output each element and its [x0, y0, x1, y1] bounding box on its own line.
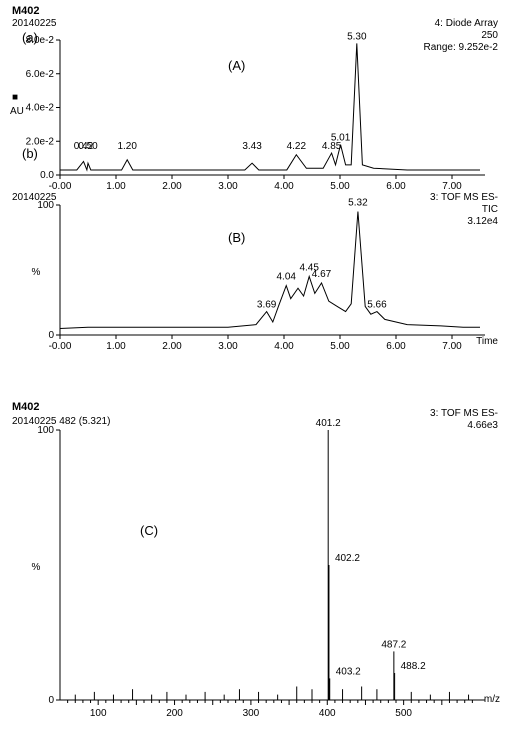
panel-b-outer-letter: (b): [22, 146, 38, 161]
run-date-a: 20140225: [12, 18, 57, 29]
svg-text:4.00: 4.00: [274, 341, 294, 352]
panel-c-y-label: %: [32, 562, 41, 573]
svg-text:5.30: 5.30: [347, 31, 367, 42]
svg-text:0.0: 0.0: [40, 170, 54, 181]
svg-text:403.2: 403.2: [336, 666, 361, 677]
panel-a-detector-2: 250: [481, 30, 498, 41]
panel-a-peak-labels: 0.420.501.203.434.224.855.015.30: [74, 31, 367, 152]
svg-text:2.00: 2.00: [162, 341, 182, 352]
svg-text:3.69: 3.69: [257, 300, 277, 311]
svg-text:3.00: 3.00: [218, 341, 238, 352]
panel-c-sample-id: M402: [12, 401, 40, 413]
svg-text:4.67: 4.67: [312, 269, 332, 280]
svg-text:400: 400: [319, 708, 336, 719]
svg-text:5.00: 5.00: [330, 341, 350, 352]
svg-text:2.00: 2.00: [162, 181, 182, 192]
panel-b-detector-1: 3: TOF MS ES-: [430, 192, 498, 203]
svg-text:401.2: 401.2: [316, 418, 341, 429]
sample-id-a: M402: [12, 5, 40, 17]
svg-text:1.00: 1.00: [106, 181, 126, 192]
svg-text:5.32: 5.32: [348, 198, 368, 209]
panel-a-y-marker: ■: [12, 92, 18, 103]
panel-b-y-label: %: [32, 267, 41, 278]
svg-text:7.00: 7.00: [442, 181, 462, 192]
svg-text:3.00: 3.00: [218, 181, 238, 192]
svg-text:100: 100: [37, 200, 54, 211]
panel-c-peak-labels: 401.2 402.2 403.2 487.2 488.2: [316, 418, 426, 677]
svg-text:0: 0: [48, 695, 54, 706]
svg-text:487.2: 487.2: [381, 639, 406, 650]
svg-text:8.0e-2: 8.0e-2: [26, 35, 55, 46]
svg-text:0.50: 0.50: [78, 141, 98, 152]
panel-c-inner-letter: (C): [140, 523, 158, 538]
panel-b-peak-labels: 3.694.044.454.675.325.66: [257, 198, 387, 311]
panel-a: M402 20140225 (a) 4: Diode Array 250 Ran…: [10, 5, 498, 192]
panel-b-yticks: 0 100: [37, 200, 60, 341]
panel-b-xticks: -0.00 1.00 2.00 3.00 4.00 5.00 6.00 7.00: [49, 335, 463, 352]
svg-text:7.00: 7.00: [442, 341, 462, 352]
panel-c-detector-1: 3: TOF MS ES-: [430, 408, 498, 419]
panel-a-xticks: -0.00 1.00 2.00 3.00 4.00 5.00 6.00 7.00: [49, 175, 463, 192]
panel-b-trace: [60, 212, 480, 329]
svg-text:5.01: 5.01: [331, 133, 351, 144]
svg-text:488.2: 488.2: [401, 661, 426, 672]
svg-text:-0.00: -0.00: [49, 181, 72, 192]
figure-svg: M402 20140225 (a) 4: Diode Array 250 Ran…: [0, 0, 512, 736]
svg-text:6.00: 6.00: [386, 181, 406, 192]
svg-text:4.0e-2: 4.0e-2: [26, 103, 55, 114]
svg-text:500: 500: [395, 708, 412, 719]
panel-c-scan-label: 20140225 482 (5.321): [12, 416, 110, 427]
svg-text:4.04: 4.04: [277, 272, 297, 283]
svg-text:5.00: 5.00: [330, 181, 350, 192]
panel-b-inner-letter: (B): [228, 230, 245, 245]
panel-b-detector-3: 3.12e4: [467, 216, 498, 227]
svg-text:6.0e-2: 6.0e-2: [26, 69, 55, 80]
svg-text:0: 0: [48, 330, 54, 341]
panel-c-xticks: 100 200 300 400 500: [68, 700, 473, 719]
svg-text:100: 100: [37, 425, 54, 436]
panel-a-detector-1: 4: Diode Array: [435, 18, 498, 29]
svg-text:-0.00: -0.00: [49, 341, 72, 352]
panel-c-detector-2: 4.66e3: [467, 420, 498, 431]
svg-text:4.00: 4.00: [274, 181, 294, 192]
panel-b-detector-2: TIC: [482, 204, 498, 215]
panel-a-inner-letter: (A): [228, 58, 245, 73]
svg-text:5.66: 5.66: [367, 300, 387, 311]
panel-c-x-label: m/z: [484, 694, 500, 705]
svg-text:200: 200: [166, 708, 183, 719]
svg-text:4.22: 4.22: [287, 141, 307, 152]
panel-c: M402 20140225 482 (5.321) 3: TOF MS ES- …: [12, 401, 500, 719]
panel-a-detector-3: Range: 9.252e-2: [423, 42, 498, 53]
svg-text:100: 100: [90, 708, 107, 719]
svg-text:6.00: 6.00: [386, 341, 406, 352]
svg-text:300: 300: [243, 708, 260, 719]
svg-text:1.00: 1.00: [106, 341, 126, 352]
panel-b: (b) 20140225 3: TOF MS ES- TIC 3.12e4 -0…: [12, 146, 498, 352]
panel-c-bars: [75, 430, 468, 700]
panel-c-yticks: 0 100: [37, 425, 60, 706]
svg-text:402.2: 402.2: [335, 553, 360, 564]
panel-a-y-label: AU: [10, 106, 24, 117]
panel-b-x-label: Time: [476, 336, 498, 347]
svg-text:1.20: 1.20: [117, 141, 137, 152]
svg-text:3.43: 3.43: [242, 141, 262, 152]
